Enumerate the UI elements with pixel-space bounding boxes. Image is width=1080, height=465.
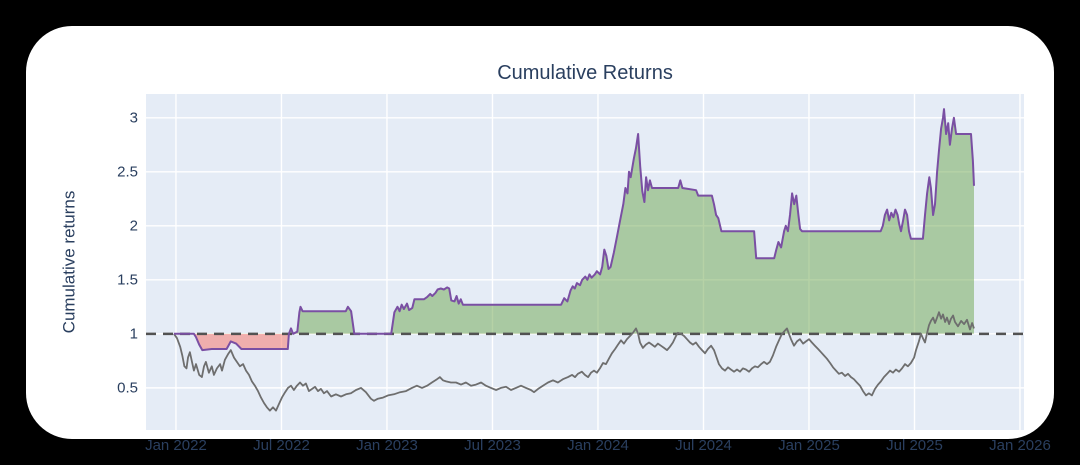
y-axis-title: Cumulative returns	[56, 94, 82, 430]
y-tick-label: 1.5	[117, 271, 138, 289]
cumulative-returns-plot-area[interactable]	[146, 94, 1024, 430]
area-below-baseline	[193, 333, 289, 351]
x-tick-label: Jul 2025	[886, 437, 943, 454]
x-tick-label: Jan 2024	[567, 437, 629, 454]
y-tick-label: 1	[129, 325, 138, 343]
y-tick-label: 3	[129, 109, 138, 127]
area-above-baseline	[173, 109, 974, 334]
x-tick-label: Jan 2026	[989, 437, 1051, 454]
x-tick-label: Jul 2024	[675, 437, 732, 454]
gray-series-line	[173, 311, 975, 412]
y-axis-title-text: Cumulative returns	[59, 190, 79, 334]
x-tick-label: Jan 2022	[145, 437, 207, 454]
chart-card: Cumulative Returns Cumulative returns 0.…	[26, 26, 1054, 454]
y-tick-label: 0.5	[117, 379, 138, 397]
x-tick-label: Jan 2023	[356, 437, 418, 454]
x-tick-label: Jul 2022	[253, 437, 310, 454]
purple-series-line	[173, 108, 975, 352]
x-tick-label: Jan 2025	[778, 437, 840, 454]
y-tick-label: 2	[129, 217, 138, 235]
y-tick-label: 2.5	[117, 163, 138, 181]
x-tick-label: Jul 2023	[464, 437, 521, 454]
chart-title: Cumulative Returns	[497, 62, 673, 84]
